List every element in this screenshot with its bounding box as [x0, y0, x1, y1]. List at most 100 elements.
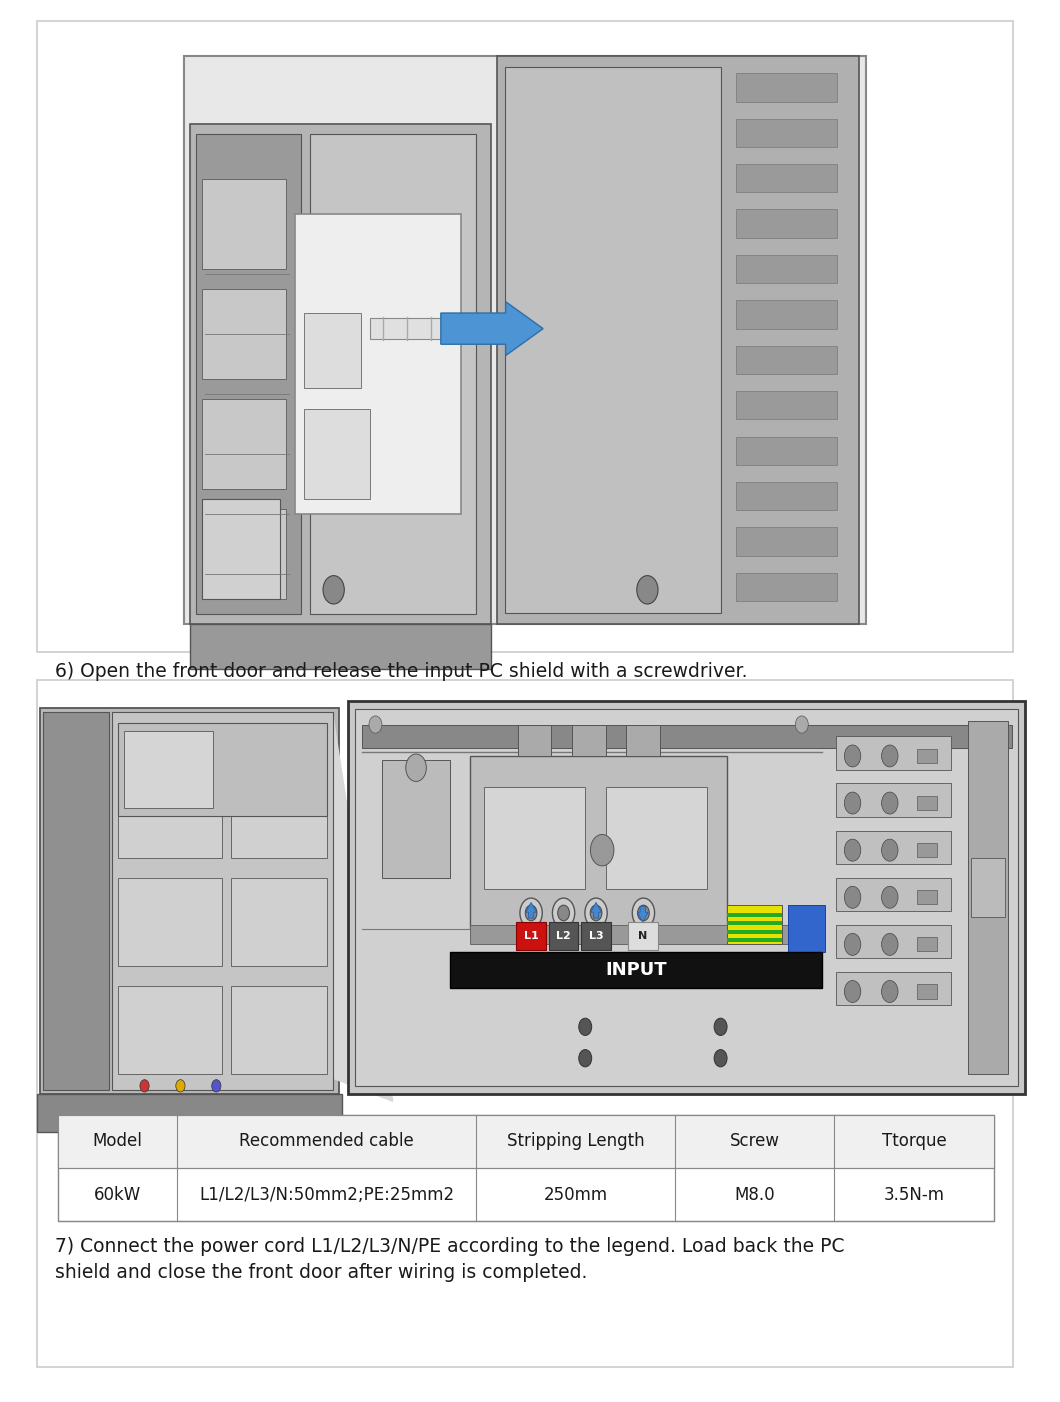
Text: L3: L3: [588, 931, 603, 941]
Text: Recommended cable: Recommended cable: [240, 1133, 413, 1150]
Bar: [727, 921, 781, 925]
Circle shape: [579, 1050, 591, 1067]
Text: M8.0: M8.0: [735, 1186, 775, 1203]
Circle shape: [845, 792, 861, 815]
Circle shape: [714, 1018, 727, 1036]
FancyArrow shape: [441, 301, 543, 356]
Circle shape: [637, 576, 658, 604]
Circle shape: [714, 1050, 727, 1067]
Bar: [37, 1094, 342, 1133]
Text: Screw: Screw: [729, 1133, 780, 1150]
Bar: [202, 499, 281, 599]
Bar: [549, 923, 579, 951]
Bar: [196, 135, 301, 614]
Circle shape: [845, 886, 861, 908]
Bar: [736, 391, 837, 419]
Circle shape: [882, 886, 898, 908]
Bar: [118, 878, 223, 966]
Circle shape: [882, 840, 898, 861]
Bar: [311, 135, 476, 614]
Bar: [231, 878, 326, 966]
Circle shape: [882, 934, 898, 955]
Bar: [118, 723, 326, 816]
Circle shape: [519, 899, 543, 928]
Text: Ttorque: Ttorque: [882, 1133, 947, 1150]
Circle shape: [590, 906, 602, 921]
Circle shape: [176, 1080, 186, 1092]
Bar: [917, 843, 937, 857]
Bar: [361, 725, 1011, 749]
Bar: [727, 938, 781, 942]
Bar: [917, 984, 937, 998]
Bar: [571, 725, 605, 756]
Bar: [968, 721, 1008, 1074]
Bar: [483, 788, 585, 889]
Bar: [191, 624, 491, 669]
FancyArrow shape: [590, 903, 601, 918]
Bar: [835, 784, 951, 817]
Circle shape: [406, 754, 426, 781]
Bar: [835, 830, 951, 864]
Text: N: N: [638, 931, 648, 941]
Text: 7) Connect the power cord L1/L2/L3/N/PE according to the legend. Load back the P: 7) Connect the power cord L1/L2/L3/N/PE …: [54, 1237, 844, 1281]
Bar: [37, 21, 1012, 652]
Bar: [581, 923, 611, 951]
Bar: [202, 289, 286, 379]
Circle shape: [323, 576, 344, 604]
Bar: [42, 712, 109, 1089]
Bar: [231, 986, 326, 1074]
Circle shape: [882, 980, 898, 1002]
Circle shape: [558, 906, 569, 921]
Bar: [736, 527, 837, 555]
Bar: [202, 400, 286, 489]
Circle shape: [637, 906, 650, 921]
Bar: [57, 1115, 993, 1221]
Bar: [191, 125, 491, 624]
FancyArrow shape: [526, 903, 536, 918]
Text: 60kW: 60kW: [94, 1186, 141, 1203]
Circle shape: [579, 1018, 591, 1036]
Bar: [917, 890, 937, 904]
Bar: [736, 573, 837, 601]
Text: L1/L2/L3/N:50mm2;PE:25mm2: L1/L2/L3/N:50mm2;PE:25mm2: [199, 1186, 454, 1203]
Text: Model: Model: [92, 1133, 142, 1150]
Circle shape: [552, 899, 575, 928]
Circle shape: [632, 899, 655, 928]
Bar: [727, 913, 781, 917]
Bar: [505, 67, 722, 613]
Bar: [471, 925, 823, 945]
Text: L1: L1: [524, 931, 538, 941]
Bar: [917, 796, 937, 810]
Bar: [349, 701, 1025, 1094]
Bar: [736, 209, 837, 238]
Bar: [736, 346, 837, 374]
Bar: [231, 770, 326, 858]
Text: 250mm: 250mm: [544, 1186, 607, 1203]
Bar: [383, 760, 449, 878]
Bar: [736, 255, 837, 283]
Bar: [124, 732, 213, 808]
Bar: [355, 709, 1019, 1085]
Bar: [304, 409, 370, 499]
Bar: [835, 878, 951, 911]
Circle shape: [795, 716, 809, 733]
Text: L2: L2: [556, 931, 571, 941]
Bar: [736, 119, 837, 147]
Bar: [736, 300, 837, 328]
Bar: [736, 73, 837, 101]
Bar: [727, 906, 781, 945]
Circle shape: [140, 1080, 149, 1092]
Text: Stripping Length: Stripping Length: [507, 1133, 644, 1150]
Text: INPUT: INPUT: [605, 960, 667, 979]
Text: 6) Open the front door and release the input PC shield with a screwdriver.: 6) Open the front door and release the i…: [54, 662, 747, 681]
Bar: [917, 938, 937, 952]
Bar: [835, 972, 951, 1005]
Circle shape: [882, 744, 898, 767]
Circle shape: [590, 834, 614, 866]
Circle shape: [845, 980, 861, 1002]
Bar: [57, 1115, 993, 1168]
Circle shape: [525, 906, 537, 921]
Circle shape: [585, 899, 607, 928]
Circle shape: [882, 792, 898, 815]
Bar: [37, 680, 1012, 1367]
